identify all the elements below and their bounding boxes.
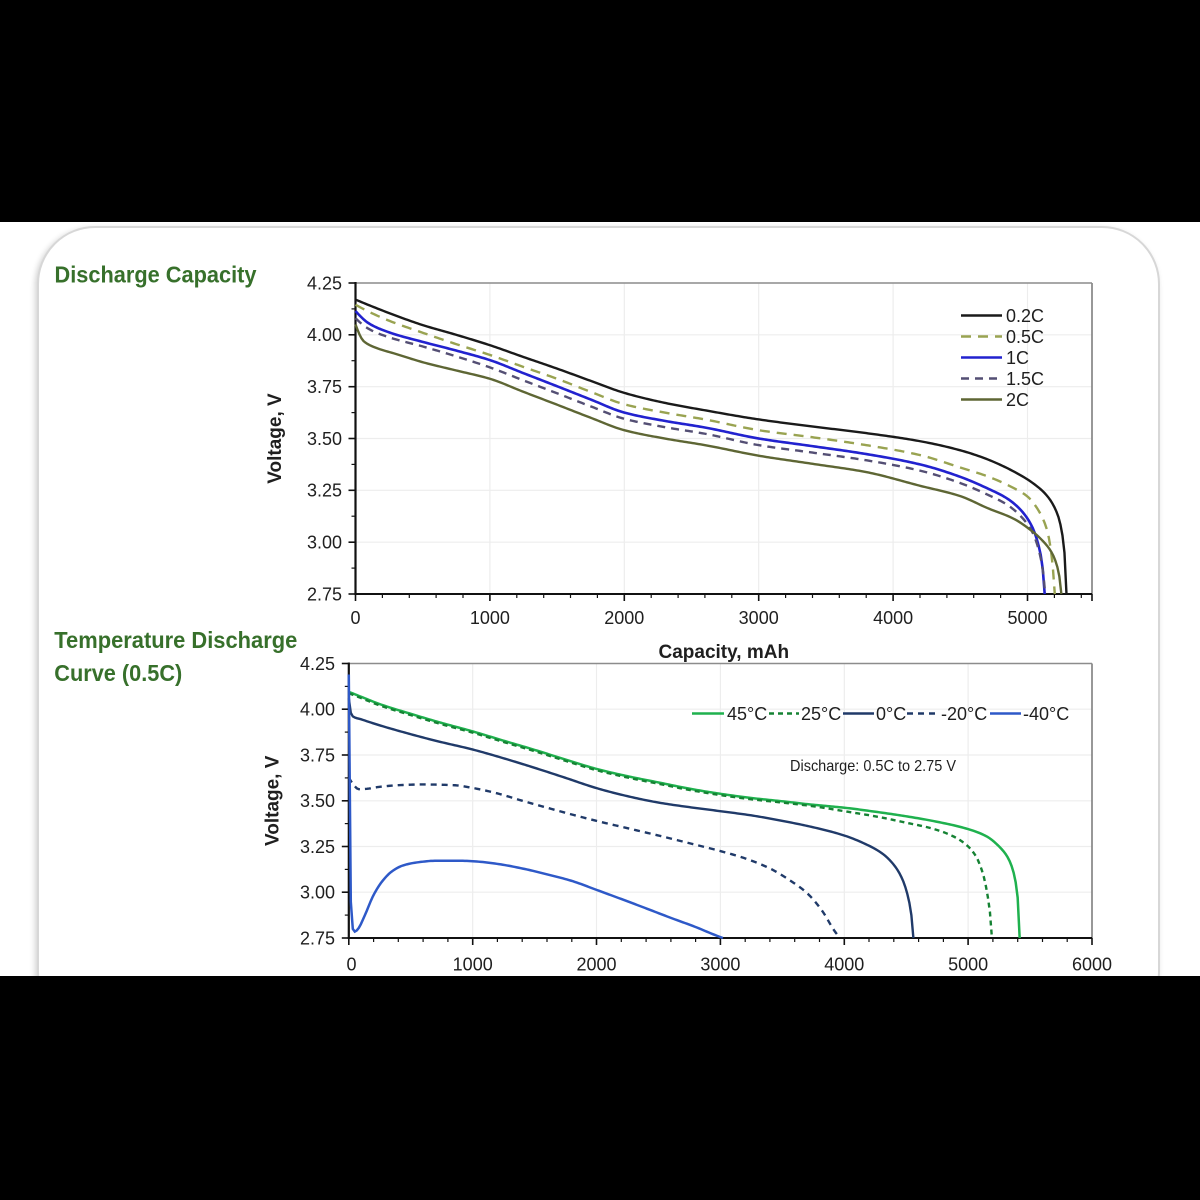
svg-text:2.75: 2.75 [307,584,342,604]
svg-text:Capacity, mAh: Capacity, mAh [659,642,790,663]
svg-text:-40°C: -40°C [1023,704,1069,724]
svg-text:1000: 1000 [453,955,493,975]
svg-text:1000: 1000 [470,608,510,628]
svg-text:2000: 2000 [576,955,616,975]
svg-text:0°C: 0°C [876,704,906,724]
svg-text:-20°C: -20°C [941,704,987,724]
svg-text:3.75: 3.75 [307,377,342,397]
svg-text:3.50: 3.50 [307,429,342,449]
svg-text:Voltage, V: Voltage, V [265,393,286,484]
svg-text:1C: 1C [1006,348,1029,368]
svg-text:0: 0 [346,955,356,975]
svg-text:4.25: 4.25 [307,273,342,293]
svg-text:3.50: 3.50 [300,791,335,811]
svg-text:0: 0 [350,608,360,628]
svg-text:5000: 5000 [1007,608,1047,628]
svg-text:2C: 2C [1006,390,1029,410]
svg-text:Curve (0.5C): Curve (0.5C) [54,660,182,686]
svg-text:3.25: 3.25 [307,481,342,501]
svg-text:4000: 4000 [824,955,864,975]
svg-text:3000: 3000 [700,955,740,975]
svg-text:Temperature Discharge: Temperature Discharge [54,627,297,653]
svg-text:4.00: 4.00 [307,325,342,345]
svg-text:4000: 4000 [873,608,913,628]
svg-text:Discharge: 0.5C to 2.75 V: Discharge: 0.5C to 2.75 V [790,758,956,775]
svg-text:0.5C: 0.5C [1006,327,1044,347]
svg-text:3.00: 3.00 [300,883,335,903]
svg-text:3.25: 3.25 [300,837,335,857]
svg-text:4.00: 4.00 [300,700,335,720]
svg-text:3.00: 3.00 [307,533,342,553]
svg-text:25°C: 25°C [801,704,841,724]
svg-text:2000: 2000 [604,608,644,628]
svg-text:45°C: 45°C [727,704,767,724]
svg-text:0.2C: 0.2C [1006,306,1044,326]
svg-text:1.5C: 1.5C [1006,369,1044,389]
svg-text:Discharge Capacity: Discharge Capacity [55,262,257,288]
svg-text:3.75: 3.75 [300,745,335,765]
svg-text:5000: 5000 [948,955,988,975]
svg-text:3000: 3000 [739,608,779,628]
svg-text:6000: 6000 [1072,955,1112,975]
svg-text:2.75: 2.75 [300,928,335,948]
svg-text:Voltage, V: Voltage, V [263,755,284,846]
svg-text:4.25: 4.25 [300,654,335,674]
